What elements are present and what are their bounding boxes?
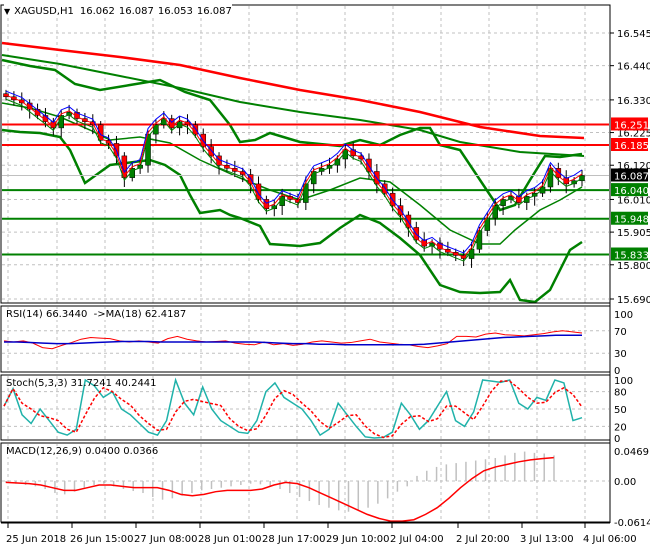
- svg-text:80: 80: [614, 388, 627, 399]
- svg-text:4 Jul 06:00: 4 Jul 06:00: [583, 534, 637, 545]
- svg-text:3 Jul 13:00: 3 Jul 13:00: [520, 534, 574, 545]
- svg-text:70: 70: [614, 327, 627, 338]
- svg-text:100: 100: [614, 376, 633, 387]
- svg-text:50: 50: [614, 405, 627, 416]
- svg-text:0: 0: [614, 366, 620, 377]
- candle: [326, 157, 333, 174]
- svg-text:20: 20: [614, 422, 627, 433]
- svg-text:15.833: 15.833: [614, 251, 649, 262]
- svg-text:26 Jun 15:00: 26 Jun 15:00: [70, 534, 134, 545]
- svg-text:16.087: 16.087: [614, 171, 649, 182]
- svg-text:27 Jun 08:00: 27 Jun 08:00: [134, 534, 198, 545]
- svg-text:16.040: 16.040: [614, 186, 649, 197]
- macd-panel[interactable]: [5, 451, 555, 522]
- svg-text:29 Jun 10:00: 29 Jun 10:00: [326, 534, 390, 545]
- candle: [279, 188, 285, 215]
- time-axis: 25 Jun 2018 26 Jun 15:00 27 Jun 08:00 28 Ju…: [1, 522, 637, 545]
- svg-text:16.251: 16.251: [614, 120, 649, 131]
- candle: [129, 162, 135, 182]
- rsi-label: RSI(14) 66.3440 ->MA(18) 62.4187: [6, 309, 187, 320]
- grid-lines: [2, 6, 609, 522]
- price-panel[interactable]: [1, 41, 609, 304]
- ohlc-open: 16.062: [79, 5, 115, 17]
- svg-text:15.690: 15.690: [617, 295, 650, 306]
- svg-text:28 Jun 17:00: 28 Jun 17:00: [262, 534, 326, 545]
- stochastic-panel[interactable]: [3, 377, 583, 439]
- ohlc-low: 16.053: [157, 5, 193, 17]
- svg-text:15.800: 15.800: [617, 261, 650, 272]
- ohlc-high: 16.087: [118, 5, 154, 17]
- svg-text:-0.0614: -0.0614: [614, 518, 650, 529]
- ohlc-close: 16.087: [196, 5, 232, 17]
- symbol-label: XAGUSD,H1: [14, 5, 74, 17]
- svg-text:2 Jul 20:00: 2 Jul 20:00: [456, 534, 510, 545]
- candle: [121, 152, 128, 187]
- svg-text:2 Jul 04:00: 2 Jul 04:00: [390, 534, 444, 545]
- candle: [97, 121, 104, 145]
- svg-text:100: 100: [614, 310, 633, 321]
- macd-label: MACD(12,26,9) 0.0400 0.0366: [6, 446, 159, 457]
- svg-text:15.905: 15.905: [617, 228, 650, 239]
- svg-text:16.120: 16.120: [617, 161, 650, 172]
- svg-text:15.948: 15.948: [614, 215, 649, 226]
- rsi-panel[interactable]: [3, 330, 583, 350]
- stoch-label: Stoch(5,3,3) 31.7241 40.2441: [6, 378, 157, 389]
- candle: [531, 187, 538, 206]
- svg-text:28 Jun 01:00: 28 Jun 01:00: [198, 534, 262, 545]
- svg-text:0: 0: [614, 434, 620, 445]
- svg-text:16.010: 16.010: [617, 195, 650, 206]
- svg-text:16.185: 16.185: [614, 141, 649, 152]
- svg-text:30: 30: [614, 349, 627, 360]
- svg-text:16.225: 16.225: [617, 129, 650, 140]
- svg-text:16.330: 16.330: [617, 96, 650, 107]
- svg-text:0.0469: 0.0469: [614, 447, 649, 458]
- svg-text:0.00: 0.00: [614, 477, 636, 488]
- axes: 16.545 16.440 16.330 16.225 16.120 16.010 15.9…: [609, 5, 650, 529]
- svg-text:16.440: 16.440: [617, 62, 650, 73]
- chart-header: ▼ XAGUSD,H1 16.062 16.087 16.053 16.087: [4, 4, 232, 18]
- triangle-down-icon[interactable]: ▼: [4, 6, 11, 16]
- candle: [255, 176, 262, 204]
- svg-text:25 Jun 2018: 25 Jun 2018: [6, 534, 66, 545]
- candle: [468, 241, 475, 268]
- svg-text:16.545: 16.545: [617, 29, 650, 40]
